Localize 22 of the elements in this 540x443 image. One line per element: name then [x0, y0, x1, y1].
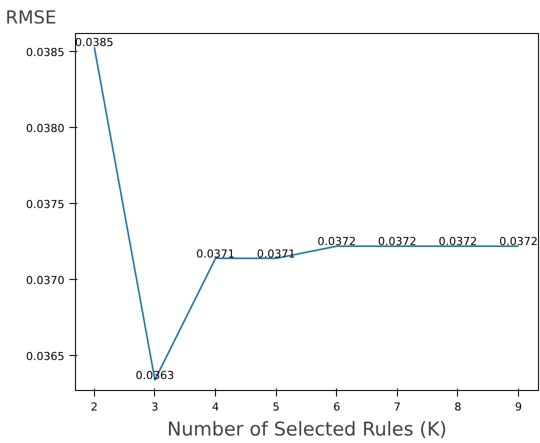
data-label: 0.0372	[499, 235, 538, 248]
data-label: 0.0385	[75, 36, 114, 50]
x-tick-label: 3	[151, 400, 158, 414]
data-label: 0.0371	[256, 247, 296, 260]
x-tick-label: 6	[333, 400, 340, 414]
data-label: 0.0372	[378, 235, 417, 248]
x-tick-label: 9	[515, 400, 522, 414]
x-tick-label: 7	[394, 400, 401, 414]
data-label: 0.0371	[196, 247, 235, 260]
x-tick-label: 5	[272, 400, 280, 414]
y-tick-label: 0.0375	[26, 198, 65, 212]
x-tick-label: 4	[212, 400, 219, 414]
y-tick-label: 0.0370	[26, 274, 65, 288]
data-label: 0.0372	[438, 235, 478, 248]
y-axis-title: RMSE	[6, 8, 56, 28]
x-tick-label: 2	[90, 400, 98, 414]
y-tick-label: 0.0380	[26, 122, 65, 136]
data-label: 0.0372	[317, 235, 356, 248]
y-tick-label: 0.0365	[26, 350, 65, 364]
x-tick-label: 8	[454, 400, 462, 414]
y-tick-label: 0.0385	[26, 46, 65, 60]
x-axis-title: Number of Selected Rules (K)	[167, 418, 447, 440]
